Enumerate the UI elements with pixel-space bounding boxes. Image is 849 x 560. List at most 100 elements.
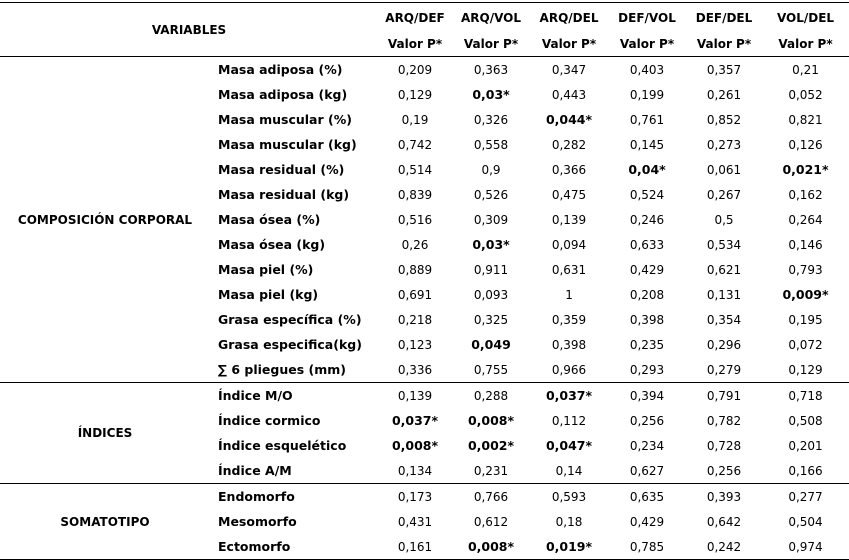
row-label: Masa adiposa (%) (218, 62, 343, 77)
p-value: 0,429 (629, 514, 665, 529)
row-label: Masa residual (%) (218, 162, 345, 177)
p-value: 0,354 (706, 312, 742, 327)
row: Grasa específica (%) 0,218 0,325 0,359 0,398… (0, 307, 849, 332)
p-value: 0,267 (706, 187, 742, 202)
p-value: 0,129 (788, 362, 823, 377)
row: Masa adiposa (kg) 0,129 0,03* 0,443 0,199 0,2… (0, 82, 849, 107)
p-value: 0,199 (629, 87, 665, 102)
p-value: 0,061 (706, 162, 742, 177)
row: Masa ósea (kg) 0,26 0,03* 0,094 0,633 0,534 0,… (0, 232, 849, 257)
column-subheader: Valor P* (541, 37, 597, 51)
p-value: 0,642 (706, 514, 742, 529)
p-value: 0,264 (788, 212, 823, 227)
p-value: 0,691 (397, 287, 433, 302)
p-value: 0,336 (397, 362, 433, 377)
p-value: 0,008* (391, 438, 439, 453)
p-value: 0,145 (629, 137, 665, 152)
p-value: 0,072 (788, 337, 823, 352)
group-name: SOMATOTIPO (60, 514, 150, 529)
row-label: Índice cormico (218, 413, 321, 428)
p-value: 0,002* (467, 438, 515, 453)
row-label: Endomorfo (218, 489, 295, 504)
p-value: 0,782 (706, 413, 742, 428)
p-value: 0,293 (629, 362, 665, 377)
p-value: 0,755 (473, 362, 509, 377)
p-value: 0,325 (473, 312, 509, 327)
row-label: Ectomorfo (218, 539, 291, 554)
p-value: 0,974 (788, 539, 823, 554)
p-value: 0,162 (788, 187, 823, 202)
p-value: 0,504 (788, 514, 823, 529)
p-value: 0,139 (551, 212, 587, 227)
row: Índice A/M 0,134 0,231 0,14 0,627 0,256 0,166 (0, 458, 849, 484)
p-value: 0,785 (629, 539, 665, 554)
row: Mesomorfo 0,431 0,612 0,18 0,429 0,642 0,504 (0, 509, 849, 534)
p-value: 0,235 (629, 337, 665, 352)
row: SOMATOTIPO Endomorfo 0,173 0,766 0,593 0,635 0… (0, 484, 849, 529)
column-header: VOL/DEL (776, 10, 835, 25)
p-value: 0,393 (706, 489, 742, 504)
p-value: 0,839 (397, 187, 433, 202)
p-value: 0,234 (629, 438, 665, 453)
row: Masa muscular (kg) 0,742 0,558 0,282 0,145 0,… (0, 132, 849, 157)
p-value: 0,139 (397, 388, 433, 403)
p-value: 0,047* (545, 438, 593, 453)
p-value: 0,431 (397, 514, 433, 529)
column-header: DEF/DEL (695, 10, 753, 25)
p-value: 0,03* (472, 87, 510, 102)
p-value: 0,246 (629, 212, 665, 227)
p-value: 0,19 (401, 112, 429, 127)
p-value: 0,134 (397, 463, 433, 478)
row: ∑ 6 pliegues (mm) 0,336 0,755 0,966 0,293 0,2… (0, 357, 849, 383)
p-value: 0,394 (629, 388, 665, 403)
row-label: Masa piel (kg) (218, 287, 319, 302)
p-value: 0,966 (551, 362, 587, 377)
p-value: 0,429 (629, 262, 665, 277)
group: SOMATOTIPO Endomorfo 0,173 0,766 0,593 0,635 0… (0, 483, 849, 560)
p-value: 0,718 (788, 388, 823, 403)
row: Masa residual (%) 0,514 0,9 0,366 0,04* 0,061… (0, 157, 849, 182)
p-value: 0,366 (551, 162, 587, 177)
p-value: 0,508 (788, 413, 823, 428)
row-label: Masa piel (%) (218, 262, 314, 277)
p-value: 0,633 (629, 237, 665, 252)
p-value: 0,911 (473, 262, 509, 277)
p-value: 0,093 (473, 287, 509, 302)
p-value: 0,443 (551, 87, 587, 102)
p-value: 0,019* (545, 539, 593, 554)
p-value: 0,279 (706, 362, 742, 377)
p-value: 0,288 (473, 388, 509, 403)
p-value: 0,631 (551, 262, 587, 277)
p-value: 0,161 (397, 539, 433, 554)
p-value: 0,627 (629, 463, 665, 478)
p-value: 0,852 (706, 112, 742, 127)
p-value: 0,363 (473, 62, 509, 77)
p-value: 0,621 (706, 262, 742, 277)
p-value: 0,791 (706, 388, 742, 403)
p-value: 0,009* (782, 287, 829, 302)
p-value: 0,282 (551, 137, 587, 152)
p-value: 0,766 (473, 489, 509, 504)
p-value: 0,173 (397, 489, 433, 504)
p-value: 0,534 (706, 237, 742, 252)
p-value: 0,209 (397, 62, 433, 77)
p-value: 0,126 (788, 137, 823, 152)
group-name: COMPOSICIÓN CORPORAL (17, 212, 193, 227)
p-value: 0,037* (391, 413, 439, 428)
p-value: 0,526 (473, 187, 509, 202)
p-value: 0,21 (792, 62, 819, 77)
row-label: Mesomorfo (218, 514, 297, 529)
p-value: 0,273 (706, 137, 742, 152)
p-value: 0,146 (788, 237, 823, 252)
p-value: 0,261 (706, 87, 742, 102)
p-value: 0,03* (472, 237, 510, 252)
p-value: 0,052 (788, 87, 823, 102)
p-value: 0,218 (397, 312, 433, 327)
p-value: 0,094 (551, 237, 587, 252)
column-header: ARQ/DEF (385, 10, 445, 25)
p-value: 0,514 (397, 162, 433, 177)
row: Ectomorfo 0,161 0,008* 0,019* 0,785 0,242 0,97… (0, 534, 849, 560)
p-value: 0,821 (788, 112, 823, 127)
p-value: 0,793 (788, 262, 823, 277)
